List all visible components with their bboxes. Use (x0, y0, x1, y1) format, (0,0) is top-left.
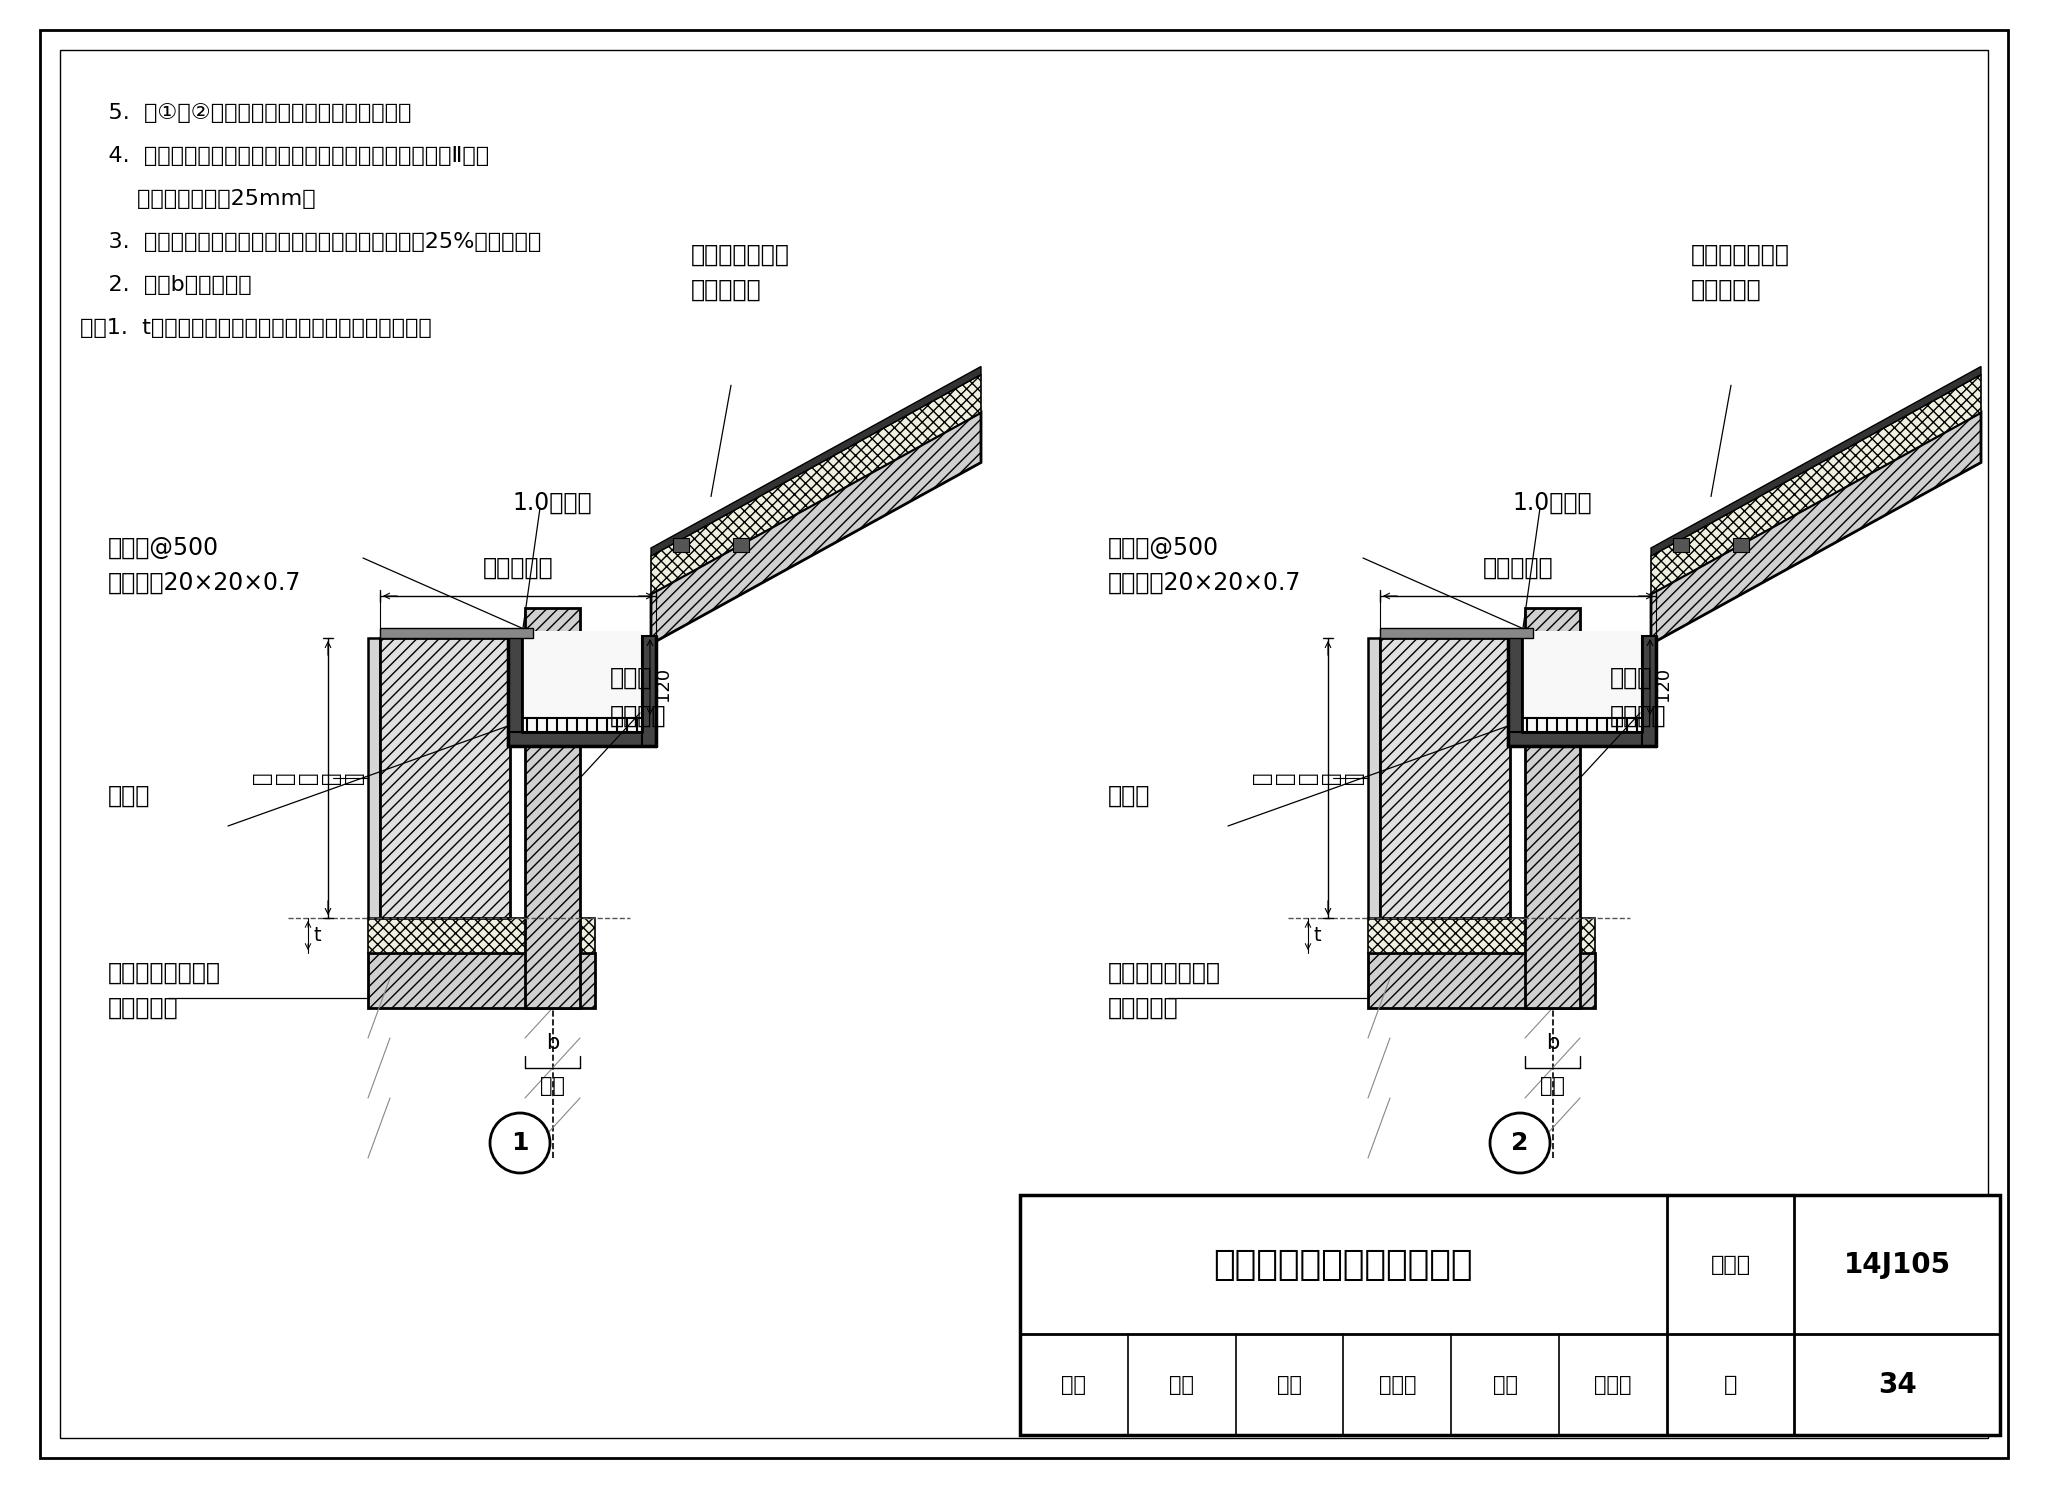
Text: 注：1.  t为保温层厚度，可参考本图集热工性能表选用。: 注：1. t为保温层厚度，可参考本图集热工性能表选用。 (80, 318, 432, 338)
Text: 墙厚: 墙厚 (541, 1076, 565, 1097)
Circle shape (489, 1113, 551, 1173)
Text: 李文鹃: 李文鹃 (1593, 1375, 1632, 1394)
Text: 校对: 校对 (1278, 1375, 1303, 1394)
Text: 按工程设计: 按工程设计 (1692, 277, 1761, 302)
Text: 框架柱: 框架柱 (610, 667, 653, 690)
Text: 防水与外饰面做法: 防水与外饰面做法 (1108, 961, 1221, 985)
Polygon shape (1733, 539, 1749, 552)
Polygon shape (1368, 638, 1380, 918)
Text: 雨水口: 雨水口 (1108, 784, 1151, 808)
Polygon shape (1507, 635, 1522, 745)
Text: 2.  图中b为半墙厘。: 2. 图中b为半墙厘。 (80, 275, 252, 295)
Polygon shape (733, 539, 750, 552)
Polygon shape (1642, 635, 1657, 745)
Polygon shape (381, 628, 532, 638)
Polygon shape (508, 732, 655, 745)
Text: 1: 1 (512, 1131, 528, 1155)
Polygon shape (651, 412, 981, 644)
Polygon shape (1507, 732, 1657, 745)
Text: 按工程设计: 按工程设计 (1483, 557, 1552, 580)
Text: 3.  倒置式屋面保温层的设计厚度应按计算厚度增加25%取值，且最: 3. 倒置式屋面保温层的设计厚度应按计算厚度增加25%取值，且最 (80, 232, 541, 251)
Text: t: t (313, 926, 322, 945)
Text: 小厚度不得小于25mm。: 小厚度不得小于25mm。 (80, 189, 315, 208)
Text: 按
工
程
设
计: 按 工 程 设 计 (1251, 772, 1364, 784)
Text: 防水与外饰面做法: 防水与外饰面做法 (109, 961, 221, 985)
Text: 14J105: 14J105 (1843, 1250, 1950, 1278)
Text: 屋面保温、防水: 屋面保温、防水 (690, 243, 791, 266)
Text: 审核: 审核 (1061, 1375, 1085, 1394)
Polygon shape (674, 539, 688, 552)
Polygon shape (369, 638, 381, 918)
Polygon shape (1673, 539, 1690, 552)
Text: 按工程设计: 按工程设计 (109, 995, 178, 1019)
Text: （半包）: （半包） (1610, 704, 1667, 728)
Text: 按
工
程
设
计: 按 工 程 设 计 (252, 772, 365, 784)
Polygon shape (508, 635, 522, 745)
Text: 水泥钉@500: 水泥钉@500 (1108, 536, 1219, 559)
Circle shape (1491, 1113, 1550, 1173)
Text: 设计: 设计 (1493, 1375, 1518, 1394)
Text: 水泥钉@500: 水泥钉@500 (109, 536, 219, 559)
Polygon shape (1651, 375, 1980, 594)
Text: 雨水口: 雨水口 (109, 784, 150, 808)
Text: 按工程设计: 按工程设计 (483, 557, 553, 580)
Text: 34: 34 (1878, 1370, 1917, 1399)
Polygon shape (369, 918, 596, 952)
Polygon shape (524, 609, 580, 1007)
Text: 金建明: 金建明 (1378, 1375, 1415, 1394)
Text: 自保温墙体坡屋面檐口构造: 自保温墙体坡屋面檐口构造 (1214, 1247, 1473, 1281)
Polygon shape (641, 635, 655, 745)
Text: b: b (547, 1033, 559, 1054)
Text: 4.  夏热冬冷地区、夏热冬暖地区，推荐采用页岂空心砖Ⅱ型。: 4. 夏热冬冷地区、夏热冬暖地区，推荐采用页岂空心砖Ⅱ型。 (80, 146, 489, 167)
Polygon shape (522, 631, 641, 732)
Bar (1020, 1195, 2001, 1434)
Text: 镀锌垫片20×20×0.7: 镀锌垫片20×20×0.7 (1108, 571, 1300, 595)
Text: b: b (1546, 1033, 1559, 1054)
Text: 1.0厚铝板: 1.0厚铝板 (512, 491, 592, 515)
Polygon shape (651, 375, 981, 594)
Text: 屋面保温、防水: 屋面保温、防水 (1692, 243, 1790, 266)
Polygon shape (1651, 412, 1980, 644)
Text: 120: 120 (1655, 667, 1671, 701)
Polygon shape (1380, 638, 1509, 918)
Polygon shape (1651, 366, 1980, 557)
Text: 5.  图①、②适用于热桥部位验算满足的情况。: 5. 图①、②适用于热桥部位验算满足的情况。 (80, 103, 412, 124)
Polygon shape (1368, 952, 1595, 1007)
Polygon shape (1526, 609, 1579, 1007)
Polygon shape (369, 952, 596, 1007)
Text: 按工程设计: 按工程设计 (1108, 995, 1180, 1019)
Polygon shape (1368, 918, 1595, 952)
Text: 页: 页 (1724, 1375, 1737, 1394)
Polygon shape (1380, 628, 1534, 638)
Text: 2: 2 (1511, 1131, 1528, 1155)
Polygon shape (1522, 631, 1642, 732)
Polygon shape (381, 638, 510, 918)
Text: （半包）: （半包） (610, 704, 666, 728)
Polygon shape (651, 366, 981, 557)
Text: 镀锌垫片20×20×0.7: 镀锌垫片20×20×0.7 (109, 571, 301, 595)
Text: t: t (1313, 926, 1321, 945)
Text: 墙厚: 墙厚 (1540, 1076, 1565, 1097)
Text: 葛壁: 葛壁 (1169, 1375, 1194, 1394)
Text: 按工程设计: 按工程设计 (690, 277, 762, 302)
Text: 图集号: 图集号 (1710, 1254, 1751, 1275)
Text: 框架柱: 框架柱 (1610, 667, 1653, 690)
Text: 1.0厚铝板: 1.0厚铝板 (1511, 491, 1591, 515)
Text: 120: 120 (653, 667, 672, 701)
